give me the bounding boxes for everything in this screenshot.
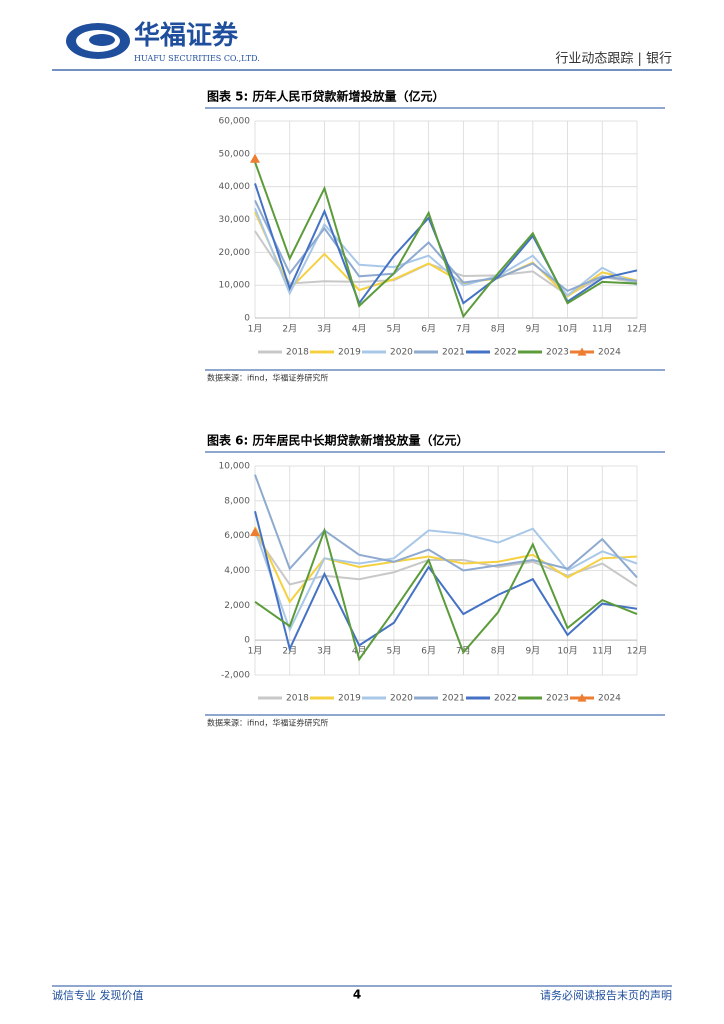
- legend-label: 2023: [546, 348, 569, 358]
- x-tick-label: 11月: [592, 324, 612, 335]
- company-name-en: HUAFU SECURITIES CO.,LTD.: [134, 54, 260, 63]
- chart-title: 图表 5: 历年人民币贷款新增投放量（亿元）: [207, 89, 445, 104]
- legend-label: 2018: [286, 348, 309, 358]
- x-tick-label: 11月: [592, 646, 612, 657]
- y-tick-label: 10,000: [219, 281, 251, 291]
- x-tick-label: 6月: [421, 324, 436, 335]
- series-line: [254, 527, 638, 662]
- footer-left: 诚信专业 发现价值: [52, 988, 144, 1002]
- footer-right: 请务必阅读报告末页的声明: [540, 988, 672, 1002]
- legend-label: 2020: [390, 694, 413, 704]
- y-tick-label: 6,000: [224, 531, 250, 541]
- logo: [66, 23, 130, 59]
- series-line: [254, 161, 638, 319]
- marker: [250, 527, 260, 537]
- source: 数据来源：ifind，华福证券研究所: [207, 373, 328, 383]
- legend-label: 2021: [442, 348, 465, 358]
- x-tick-label: 10月: [557, 646, 577, 657]
- x-tick-label: 12月: [627, 646, 647, 657]
- x-tick-label: 10月: [557, 324, 577, 335]
- x-tick-label: 4月: [352, 324, 367, 335]
- y-tick-label: 60,000: [219, 117, 251, 127]
- marker: [250, 153, 260, 163]
- x-tick-label: 9月: [525, 646, 540, 657]
- series-line: [254, 511, 638, 652]
- legend-marker: [577, 347, 587, 356]
- x-tick-label: 1月: [248, 646, 263, 657]
- legend-label: 2021: [442, 694, 465, 704]
- y-tick-label: 2,000: [224, 601, 250, 611]
- section: 行业动态跟踪 | 银行: [555, 52, 672, 67]
- series-line: [254, 211, 638, 298]
- company-name: 华福证券: [134, 20, 239, 51]
- chart-title: 图表 6: 历年居民中长期贷款新增投放量（亿元）: [207, 433, 469, 448]
- x-tick-label: 7月: [456, 324, 471, 335]
- y-tick-label: 0: [244, 314, 250, 324]
- legend-label: 2023: [546, 694, 569, 704]
- legend-label: 2019: [338, 348, 361, 358]
- x-tick-label: 12月: [627, 324, 647, 335]
- x-tick-label: 8月: [491, 646, 506, 657]
- y-tick-label: 40,000: [219, 182, 251, 192]
- source: 数据来源：ifind，华福证券研究所: [207, 718, 328, 728]
- legend-label: 2024: [598, 694, 621, 704]
- page-number: 4: [353, 988, 361, 1002]
- y-tick-label: 4,000: [224, 566, 250, 576]
- y-tick-label: 8,000: [224, 496, 250, 506]
- x-tick-label: 5月: [387, 324, 402, 335]
- legend-marker: [577, 693, 587, 702]
- legend-label: 2024: [598, 348, 621, 358]
- y-tick-label: 10,000: [219, 462, 251, 472]
- y-tick-label: 0: [244, 636, 250, 646]
- x-tick-label: 4月: [352, 646, 367, 657]
- x-tick-label: 2月: [282, 324, 297, 335]
- legend-label: 2019: [338, 694, 361, 704]
- x-tick-label: 3月: [317, 646, 332, 657]
- legend-label: 2022: [494, 348, 517, 358]
- y-tick-label: 50,000: [219, 149, 251, 159]
- series-line: [254, 183, 638, 306]
- y-tick-label: 20,000: [219, 248, 251, 258]
- y-tick-label: 30,000: [219, 215, 251, 225]
- legend-label: 2020: [390, 348, 413, 358]
- series-line: [254, 527, 638, 633]
- x-tick-label: 5月: [387, 646, 402, 657]
- x-tick-label: 6月: [421, 646, 436, 657]
- x-tick-label: 8月: [491, 324, 506, 335]
- series-line: [254, 474, 638, 579]
- legend-label: 2018: [286, 694, 309, 704]
- x-tick-label: 9月: [525, 324, 540, 335]
- legend-label: 2022: [494, 694, 517, 704]
- y-tick-label: -2,000: [221, 671, 250, 681]
- x-tick-label: 1月: [248, 324, 263, 335]
- x-tick-label: 3月: [317, 324, 332, 335]
